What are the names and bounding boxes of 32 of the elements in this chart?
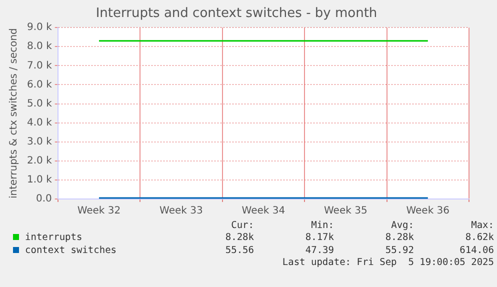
chart-title: Interrupts and context switches - by month [96, 6, 378, 22]
text: 8.17k [304, 231, 334, 244]
y-tick-label: 0.0 [36, 194, 52, 205]
y-tick-label: 3.0 k [27, 136, 52, 148]
legend-label: interrupts [24, 231, 84, 244]
x-tick-label: Week 36 [406, 206, 450, 217]
y-tick-label: 9.0 k [27, 22, 52, 34]
y-tick-label: 8.0 k [27, 41, 52, 52]
y-tick-label: 6.0 k [27, 79, 52, 90]
text: 47.39 [304, 244, 334, 257]
y-tick-label: 5.0 k [27, 98, 52, 110]
y-tick-label: 7.0 k [27, 60, 52, 72]
y-tick-label: 1.0 k [27, 174, 52, 186]
x-tick-label: Week 34 [242, 206, 286, 217]
text: 8.62k [464, 231, 494, 244]
text: Max: [470, 220, 494, 231]
text: 8.28k [224, 231, 254, 244]
text: Min: [310, 220, 334, 231]
x-tick-label: Week 33 [160, 206, 203, 217]
text: 55.92 [384, 244, 414, 257]
y-tick-label: 2.0 k [27, 156, 52, 167]
y-tick-label: 4.0 k [27, 117, 52, 128]
text: 8.28k [384, 231, 414, 244]
text: Cur: [230, 220, 254, 231]
y-axis-title: interrupts & ctx switches / second [8, 28, 20, 199]
x-tick-label: Week 35 [324, 206, 368, 217]
text: 55.56 [224, 244, 254, 257]
legend-label: context switches [24, 244, 118, 257]
text: 614.06 [458, 244, 494, 257]
text: Last update: Fri Sep 5 19:00:05 2025 [281, 257, 494, 268]
x-tick-label: Week 32 [77, 206, 121, 217]
text: Avg: [390, 220, 414, 231]
